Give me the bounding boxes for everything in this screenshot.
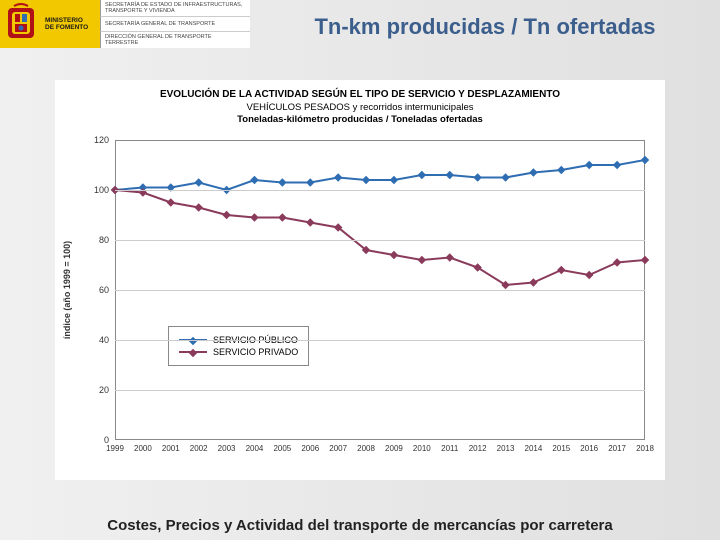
series-marker [613, 161, 621, 169]
secretaria-column: SECRETARÍA DE ESTADO DE INFRAESTRUCTURAS… [100, 0, 250, 48]
x-tick-label: 2001 [162, 444, 180, 453]
legend-label: SERVICIO PRIVADO [213, 347, 298, 357]
legend-swatch [179, 351, 207, 353]
series-marker [194, 178, 202, 186]
series-marker [306, 178, 314, 186]
y-tick-label: 20 [99, 385, 109, 395]
slide: MINISTERIO DE FOMENTO SECRETARÍA DE ESTA… [0, 0, 720, 540]
ministry-line2: DE FOMENTO [45, 24, 97, 31]
plot-area: índice (año 1999 = 100) SERVICIO PÚBLICO… [115, 140, 645, 440]
legend-item: SERVICIO PRIVADO [179, 347, 298, 357]
x-tick-label: 2015 [552, 444, 570, 453]
series-marker [194, 203, 202, 211]
series-line [115, 190, 645, 285]
series-marker [222, 211, 230, 219]
series-marker [473, 173, 481, 181]
gridline [115, 340, 645, 341]
header: MINISTERIO DE FOMENTO SECRETARÍA DE ESTA… [0, 0, 720, 48]
x-tick-label: 1999 [106, 444, 124, 453]
series-marker [585, 271, 593, 279]
series-marker [529, 278, 537, 286]
x-tick-label: 2010 [413, 444, 431, 453]
y-tick-label: 60 [99, 285, 109, 295]
x-tick-label: 2016 [580, 444, 598, 453]
series-marker [585, 161, 593, 169]
series-marker [445, 253, 453, 261]
gridline [115, 240, 645, 241]
series-marker [418, 171, 426, 179]
series-marker [557, 166, 565, 174]
series-marker [390, 176, 398, 184]
x-tick-label: 2014 [525, 444, 543, 453]
chart-container: EVOLUCIÓN DE LA ACTIVIDAD SEGÚN EL TIPO … [55, 80, 665, 480]
chart-title-line-3: Toneladas-kilómetro producidas / Tonelad… [55, 114, 665, 127]
ministry-name: MINISTERIO DE FOMENTO [42, 0, 100, 48]
series-marker [445, 171, 453, 179]
x-tick-label: 2004 [246, 444, 264, 453]
series-marker [529, 168, 537, 176]
coat-of-arms-icon [0, 0, 42, 48]
y-tick-label: 100 [94, 185, 109, 195]
series-marker [362, 176, 370, 184]
x-tick-label: 2018 [636, 444, 654, 453]
x-tick-label: 2000 [134, 444, 152, 453]
x-tick-label: 2007 [329, 444, 347, 453]
y-tick-label: 120 [94, 135, 109, 145]
series-marker [641, 256, 649, 264]
y-tick-label: 80 [99, 235, 109, 245]
series-marker [641, 156, 649, 164]
y-tick-label: 40 [99, 335, 109, 345]
x-tick-label: 2011 [441, 444, 458, 453]
series-marker [613, 258, 621, 266]
legend-marker-icon [189, 337, 197, 345]
series-marker [250, 176, 258, 184]
series-marker [418, 256, 426, 264]
gridline [115, 390, 645, 391]
series-marker [334, 173, 342, 181]
legend: SERVICIO PÚBLICOSERVICIO PRIVADO [168, 326, 309, 366]
series-marker [250, 213, 258, 221]
secretaria-3: DIRECCIÓN GENERAL DE TRANSPORTE TERRESTR… [100, 32, 250, 48]
ministry-line1: MINISTERIO [45, 17, 97, 24]
series-marker [390, 251, 398, 259]
secretaria-1: SECRETARÍA DE ESTADO DE INFRAESTRUCTURAS… [100, 0, 250, 17]
x-tick-label: 2012 [469, 444, 487, 453]
series-marker [501, 173, 509, 181]
gov-logo-block: MINISTERIO DE FOMENTO SECRETARÍA DE ESTA… [0, 0, 250, 48]
slide-title: Tn-km producidas / Tn ofertadas [250, 0, 720, 40]
x-tick-label: 2017 [608, 444, 626, 453]
chart-title-line-2: VEHÍCULOS PESADOS y recorridos intermuni… [55, 102, 665, 115]
chart-title-line-1: EVOLUCIÓN DE LA ACTIVIDAD SEGÚN EL TIPO … [55, 88, 665, 102]
chart-title-block: EVOLUCIÓN DE LA ACTIVIDAD SEGÚN EL TIPO … [55, 88, 665, 127]
legend-marker-icon [189, 349, 197, 357]
series-marker [278, 213, 286, 221]
y-axis-label: índice (año 1999 = 100) [62, 241, 72, 339]
series-marker [167, 198, 175, 206]
slide-footer: Costes, Precios y Actividad del transpor… [0, 517, 720, 534]
gridline [115, 290, 645, 291]
series-marker [306, 218, 314, 226]
series-marker [278, 178, 286, 186]
x-tick-label: 2006 [301, 444, 319, 453]
x-tick-label: 2003 [218, 444, 236, 453]
x-tick-label: 2008 [357, 444, 375, 453]
x-tick-label: 2009 [385, 444, 403, 453]
x-tick-label: 2002 [190, 444, 208, 453]
series-marker [557, 266, 565, 274]
x-tick-label: 2013 [497, 444, 515, 453]
secretaria-2: SECRETARÍA GENERAL DE TRANSPORTE [100, 17, 250, 32]
x-tick-label: 2005 [273, 444, 291, 453]
series-line [115, 160, 645, 190]
gridline [115, 190, 645, 191]
